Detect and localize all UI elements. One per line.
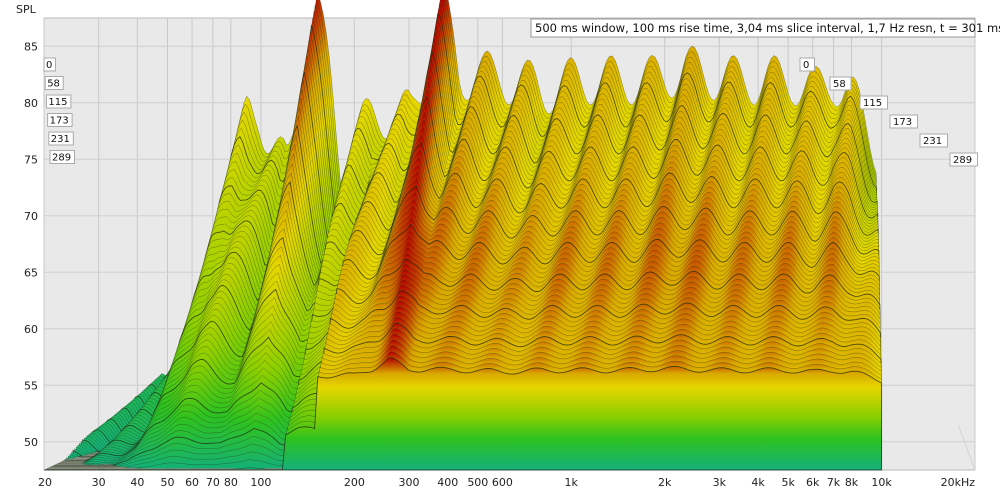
time-label-box	[949, 152, 978, 167]
x-tick-label: 4k	[751, 476, 765, 489]
x-tick-label: 2k	[658, 476, 672, 489]
time-label: 115	[863, 98, 882, 109]
x-tick-label: 80	[224, 476, 238, 489]
y-tick-label: 65	[24, 266, 38, 279]
grid-line-depth	[957, 424, 976, 471]
x-tick-label: 60	[185, 476, 199, 489]
waterfall-slice	[44, 357, 883, 471]
y-tick-label: 70	[24, 210, 38, 223]
time-label: 173	[893, 117, 912, 128]
time-label: 58	[833, 79, 846, 90]
x-tick-label: 500	[467, 476, 488, 489]
x-tick-label: 100	[250, 476, 271, 489]
time-label-box	[889, 114, 918, 129]
time-label: 115	[48, 97, 67, 108]
time-label-box	[44, 76, 64, 90]
time-label: 231	[923, 136, 942, 147]
time-label: 173	[50, 116, 69, 127]
x-tick-label: 20	[38, 476, 52, 489]
y-tick-label: 80	[24, 97, 38, 110]
time-label-box	[919, 133, 948, 148]
time-label-box	[859, 95, 888, 110]
x-tick-label: 70	[206, 476, 220, 489]
info-text: 500 ms window, 100 ms rise time, 3,04 ms…	[535, 21, 1000, 35]
y-tick-label: 75	[24, 153, 38, 166]
x-tick-label: 50	[160, 476, 174, 489]
x-tick-label: 10k	[871, 476, 892, 489]
x-tick-label: 5k	[781, 476, 795, 489]
time-labels-left: 0 58 115 173 231 289	[43, 57, 75, 164]
time-label: 289	[953, 155, 972, 166]
x-tick-label: 400	[437, 476, 458, 489]
x-tick-label: 30	[92, 476, 106, 489]
time-label-box	[829, 76, 852, 91]
time-label-box	[48, 131, 74, 146]
time-label: 0	[803, 60, 809, 71]
time-label: 289	[52, 153, 71, 164]
time-label-box	[799, 57, 815, 72]
waterfall-slices	[44, 0, 883, 471]
time-label-box	[47, 113, 73, 127]
y-axis-title: SPL	[16, 3, 37, 16]
info-box: 500 ms window, 100 ms rise time, 3,04 ms…	[530, 18, 1000, 38]
time-labels-right: 0 58 115 173 231 289	[799, 57, 978, 167]
x-tick-label: 7k	[827, 476, 841, 489]
time-label: 58	[47, 79, 60, 90]
y-tick-label: 55	[24, 379, 38, 392]
x-tick-label: 20kHz	[941, 476, 976, 489]
x-tick-label: 600	[492, 476, 513, 489]
y-tick-label: 50	[24, 436, 38, 449]
x-axis: 20 30 40 50 60 70 80 100 200 300 400 500 600 1k 2k 3k 4k…	[38, 476, 975, 489]
time-label: 0	[46, 60, 52, 71]
x-tick-label: 8k	[845, 476, 859, 489]
time-label: 231	[51, 134, 70, 145]
time-label-box	[49, 150, 75, 164]
x-tick-label: 6k	[806, 476, 820, 489]
x-tick-label: 3k	[713, 476, 727, 489]
x-tick-label: 300	[398, 476, 419, 489]
x-tick-label: 200	[344, 476, 365, 489]
y-tick-label: 60	[24, 323, 38, 336]
time-label-box	[43, 57, 56, 72]
y-axis: 50 55 60 65 70 75 80 85	[24, 40, 38, 449]
x-tick-label: 1k	[565, 476, 579, 489]
time-label-box	[45, 94, 72, 109]
x-tick-label: 40	[130, 476, 144, 489]
y-tick-label: 85	[24, 40, 38, 53]
